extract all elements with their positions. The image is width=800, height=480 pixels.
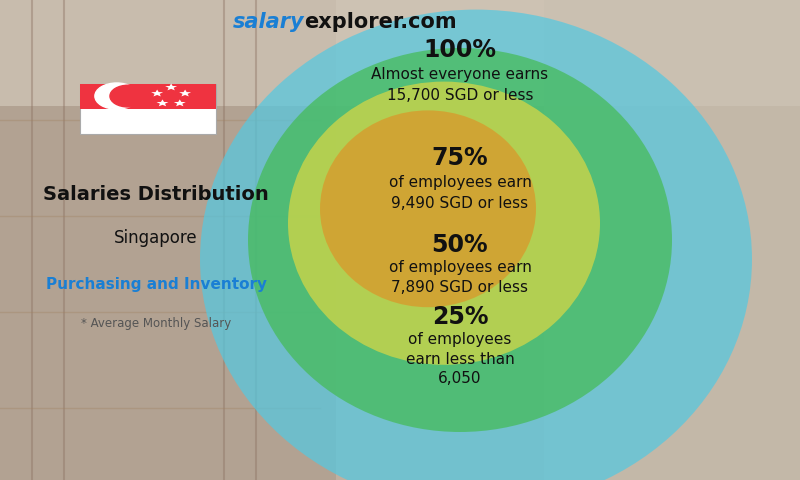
Text: 15,700 SGD or less: 15,700 SGD or less <box>386 88 534 104</box>
Text: 25%: 25% <box>432 305 488 329</box>
Text: salary: salary <box>232 12 304 32</box>
Text: 7,890 SGD or less: 7,890 SGD or less <box>391 280 529 296</box>
Polygon shape <box>179 90 191 96</box>
Text: 6,050: 6,050 <box>438 371 482 386</box>
Text: of employees earn: of employees earn <box>389 260 531 275</box>
Polygon shape <box>151 90 163 96</box>
Polygon shape <box>174 99 186 106</box>
Ellipse shape <box>320 110 536 307</box>
Text: Salaries Distribution: Salaries Distribution <box>43 185 269 204</box>
Text: 100%: 100% <box>423 38 497 62</box>
Text: * Average Monthly Salary: * Average Monthly Salary <box>81 317 231 331</box>
Circle shape <box>110 85 146 107</box>
Text: Purchasing and Inventory: Purchasing and Inventory <box>46 276 266 292</box>
Text: Almost everyone earns: Almost everyone earns <box>371 67 549 82</box>
Ellipse shape <box>200 10 752 480</box>
Polygon shape <box>165 84 177 90</box>
Ellipse shape <box>288 82 600 365</box>
Polygon shape <box>157 99 169 106</box>
Text: of employees: of employees <box>408 332 512 347</box>
Text: explorer.com: explorer.com <box>304 12 457 32</box>
Ellipse shape <box>248 48 672 432</box>
Circle shape <box>95 83 138 109</box>
Text: 75%: 75% <box>432 146 488 170</box>
Bar <box>0 0 336 480</box>
Bar <box>80 84 216 134</box>
Text: earn less than: earn less than <box>406 351 514 367</box>
Bar <box>0 0 800 106</box>
Text: 9,490 SGD or less: 9,490 SGD or less <box>391 196 529 212</box>
Bar <box>544 0 800 480</box>
Bar <box>80 84 216 109</box>
Text: of employees earn: of employees earn <box>389 175 531 190</box>
Text: Singapore: Singapore <box>114 228 198 247</box>
Text: 50%: 50% <box>432 233 488 257</box>
